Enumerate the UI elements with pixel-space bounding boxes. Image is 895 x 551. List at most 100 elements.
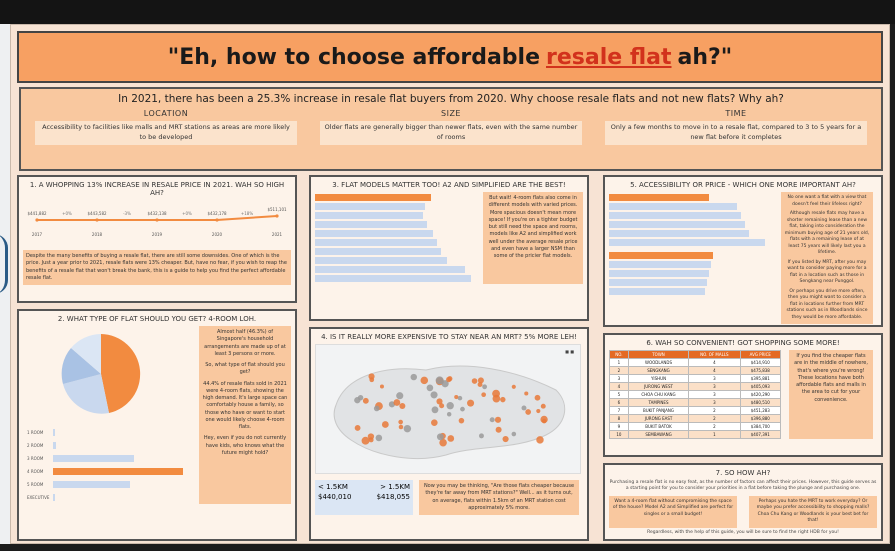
flat-location-dot bbox=[477, 377, 484, 384]
table-cell: $405,093 bbox=[739, 382, 782, 391]
modelBars-bar bbox=[315, 230, 433, 237]
flat-location-dot bbox=[502, 435, 509, 443]
far-mrt-label: > 1.5KM bbox=[380, 483, 410, 491]
table-cell: 3 bbox=[688, 390, 741, 399]
accessibility-bar-chart bbox=[609, 194, 773, 246]
accBars-bar bbox=[609, 194, 709, 201]
table-cell: 5 bbox=[609, 390, 629, 399]
price-point bbox=[215, 218, 219, 222]
table-row: 7 BUKIT PANJANG 2 $451,283 bbox=[609, 406, 782, 415]
leaseBars-bar bbox=[609, 252, 713, 259]
modelBars-bar bbox=[315, 203, 425, 210]
flat-location-dot bbox=[524, 391, 529, 396]
panel6-heading: 6. WAH SO CONVENIENT! GOT SHOPPING SOME … bbox=[646, 339, 840, 347]
table-cell: 2 bbox=[688, 414, 741, 423]
table-cell: 3 bbox=[688, 398, 741, 407]
modelBars-bar bbox=[315, 194, 431, 201]
table-row: 1 WOODLANDS 4 $414,910 bbox=[609, 358, 782, 367]
leaseBars-bar bbox=[609, 261, 711, 268]
flat-location-dot bbox=[403, 424, 412, 433]
table-cell: WOODLANDS bbox=[627, 358, 690, 367]
flat-location-dot bbox=[396, 392, 404, 400]
panel1-text: Despite the many benefits of buying a re… bbox=[23, 250, 291, 285]
table-row: 8 JURONG EAST 2 $396,880 bbox=[609, 414, 782, 423]
flat-location-dot bbox=[458, 417, 465, 424]
why-location-text: Accessibility to facilities like malls a… bbox=[35, 121, 297, 145]
near-mrt-label: < 1.5KM bbox=[318, 483, 348, 491]
table-header-cell: NO. OF MALLS bbox=[688, 350, 741, 359]
flat-location-dot bbox=[410, 373, 417, 381]
left-window-strip bbox=[0, 24, 10, 544]
modelBars-bar bbox=[315, 221, 427, 228]
accBars-bar bbox=[609, 239, 765, 246]
why-resale-banner: In 2021, there has been a 25.3% increase… bbox=[19, 87, 883, 171]
year-label: 2020 bbox=[212, 232, 223, 237]
table-cell: 6 bbox=[609, 398, 629, 407]
flat-location-dot bbox=[398, 424, 404, 430]
table-cell: $395,881 bbox=[739, 374, 782, 383]
price-point bbox=[95, 218, 99, 222]
room-bar bbox=[53, 442, 57, 449]
flat-location-dot bbox=[379, 384, 384, 389]
flat-location-dot bbox=[388, 401, 396, 408]
flat-location-dot bbox=[446, 412, 452, 417]
room-bar-row: 5 ROOM bbox=[27, 478, 193, 491]
flat-location-dot bbox=[471, 378, 478, 384]
price-value-label: $511,101 bbox=[267, 207, 287, 212]
arc-decoration bbox=[0, 234, 8, 294]
far-mrt-value: $418,055 bbox=[376, 493, 410, 501]
flat-location-dot bbox=[511, 384, 516, 389]
panel-price-increase: 1. A WHOPPING 13% INCREASE IN RESALE PRI… bbox=[17, 175, 297, 303]
flat-location-dot bbox=[354, 425, 361, 431]
table-cell: SENGKANG bbox=[627, 366, 690, 375]
room-bar-chart: 1 ROOM 2 ROOM 3 ROOM 4 ROOM 5 ROOM EXECUTIVE bbox=[23, 426, 193, 504]
household-pie-chart bbox=[61, 334, 141, 414]
flat-location-dot bbox=[489, 417, 495, 423]
flat-location-dot bbox=[369, 377, 375, 383]
room-bar-row: 1 ROOM bbox=[27, 426, 193, 439]
panel5-textbox: No one want a flat with a view that does… bbox=[781, 192, 873, 325]
why-time-text: Only a few months to move in to a resale… bbox=[605, 121, 867, 145]
flat-location-dot bbox=[398, 419, 403, 425]
flat-location-dot bbox=[511, 431, 517, 437]
panel7-q1: Want a 4-room flat without compromising … bbox=[609, 495, 737, 528]
table-cell: 9 bbox=[609, 422, 629, 431]
panel-shopping: 6. WAH SO CONVENIENT! GOT SHOPPING SOME … bbox=[603, 333, 883, 457]
table-cell: $396,880 bbox=[739, 414, 782, 423]
panel4-text: Now you may be thinking, "Are those flat… bbox=[419, 480, 579, 515]
modelBars-bar bbox=[315, 257, 447, 264]
leaseBars-bar bbox=[609, 288, 705, 295]
table-row: 4 JURONG WEST 3 $405,093 bbox=[609, 382, 782, 391]
modelBars-bar bbox=[315, 248, 441, 255]
flat-location-dot bbox=[460, 406, 465, 412]
flat-location-dot bbox=[354, 397, 361, 404]
mrt-compare-box: < 1.5KM > 1.5KM $440,010 $418,055 bbox=[315, 480, 413, 515]
leaseBars-bar bbox=[609, 279, 707, 286]
title-pre: "Eh, how to choose affordable bbox=[167, 44, 540, 70]
room-bar bbox=[53, 455, 134, 462]
flat-location-dot bbox=[431, 406, 439, 414]
singapore-map: ■ ■ bbox=[315, 344, 581, 474]
room-bar bbox=[53, 494, 56, 501]
panel4-heading: 4. IS IT REALLY MORE EXPENSIVE TO STAY N… bbox=[321, 333, 577, 341]
flat-location-dot bbox=[436, 398, 443, 405]
flat-location-dot bbox=[439, 438, 447, 447]
panel2-heading: 2. WHAT TYPE OF FLAT SHOULD YOU GET? 4-R… bbox=[57, 315, 257, 323]
malls-table: NO. TOWN NO. OF MALLS AVG PRICE 1 WOODLANDS 4 $… bbox=[609, 350, 782, 439]
flat-location-dot bbox=[479, 433, 484, 439]
flat-location-dot bbox=[447, 435, 455, 442]
dashboard-canvas: "Eh, how to choose affordable resale fla… bbox=[10, 24, 890, 544]
flat-location-dot bbox=[495, 426, 502, 433]
flat-location-dot bbox=[373, 405, 380, 412]
panel5-text3: If you listed by MRT, after you may want… bbox=[787, 259, 867, 285]
why-size: SIZE Older flats are generally bigger th… bbox=[320, 108, 582, 145]
panel2-textbox: Almost half (46.3%) of Singapore's house… bbox=[199, 326, 291, 504]
table-cell: $480,510 bbox=[739, 398, 782, 407]
window-top-bar bbox=[0, 0, 895, 24]
table-header-cell: AVG PRICE bbox=[739, 350, 782, 359]
table-cell: $451,283 bbox=[739, 406, 782, 415]
resale-price-line-chart: 2017 $441,882 2018 $443,582 2019 $432,138 2020… bbox=[27, 207, 287, 237]
table-cell: 3 bbox=[688, 374, 741, 383]
flat-location-dot bbox=[430, 391, 438, 399]
flat-location-dot bbox=[525, 409, 531, 415]
